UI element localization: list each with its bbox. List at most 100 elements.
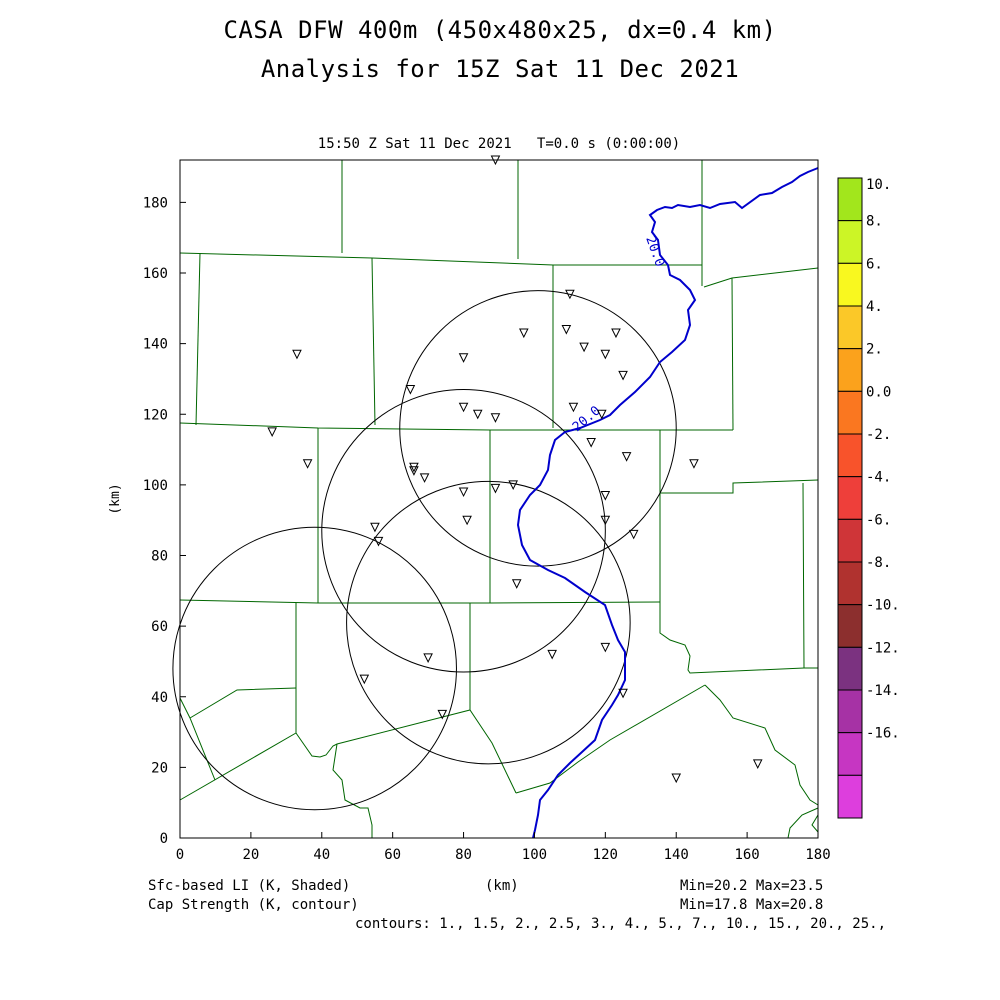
station-marker bbox=[419, 473, 430, 483]
station-marker bbox=[423, 653, 433, 664]
station-marker bbox=[600, 490, 611, 501]
county-line bbox=[179, 422, 733, 431]
colorbar-label: 4. bbox=[866, 299, 883, 315]
colorbar-swatch bbox=[837, 732, 863, 776]
colorbar-swatch bbox=[837, 518, 863, 563]
y-tick-label: 140 bbox=[143, 337, 168, 353]
x-tick-label: 40 bbox=[313, 847, 330, 863]
x-tick-label: 120 bbox=[593, 847, 618, 863]
colorbar-swatch bbox=[837, 646, 863, 691]
station-marker bbox=[370, 522, 380, 533]
station-marker bbox=[359, 674, 370, 685]
x-tick-label: 0 bbox=[176, 847, 184, 863]
station-marker bbox=[586, 438, 596, 448]
station-marker bbox=[600, 349, 611, 360]
station-marker bbox=[511, 579, 522, 589]
colorbar-label: 10. bbox=[866, 177, 891, 193]
station-marker bbox=[568, 402, 579, 413]
station-marker bbox=[596, 409, 607, 420]
county-line bbox=[515, 684, 706, 794]
county-line bbox=[189, 687, 297, 719]
shaded-min-max: Min=20.2 Max=23.5 bbox=[680, 878, 824, 894]
station-marker bbox=[752, 759, 763, 769]
station-marker bbox=[621, 452, 632, 462]
contour-label: 20.0 bbox=[642, 234, 667, 269]
county-boundaries bbox=[179, 160, 819, 839]
station-marker bbox=[618, 688, 628, 699]
figure-title-line2: Analysis for 15Z Sat 11 Dec 2021 bbox=[260, 55, 740, 83]
colorbar-label: 0.0 bbox=[866, 384, 891, 400]
colorbar: 10. 8. 6. 4. 2. 0.0 -2. -4. -6. -8. -10. -12. -14. -1… bbox=[837, 177, 900, 819]
colorbar-swatch bbox=[837, 220, 863, 264]
y-tick-label: 80 bbox=[151, 549, 168, 565]
county-line bbox=[731, 277, 734, 431]
county-line bbox=[660, 479, 819, 494]
colorbar-label: 6. bbox=[866, 256, 883, 272]
y-tick-label: 120 bbox=[143, 407, 168, 423]
station-marker bbox=[373, 536, 384, 547]
station-marker bbox=[458, 487, 469, 498]
colorbar-swatch bbox=[837, 390, 863, 435]
x-tick-label: 140 bbox=[664, 847, 689, 863]
station-marker bbox=[458, 353, 469, 363]
x-tick-label: 100 bbox=[522, 847, 547, 863]
y-tick-label: 180 bbox=[143, 195, 168, 211]
radar-range-ring bbox=[172, 526, 457, 811]
y-tick-label: 60 bbox=[151, 619, 168, 635]
station-marker bbox=[409, 466, 419, 476]
x-tick-label: 20 bbox=[242, 847, 259, 863]
colorbar-label: 2. bbox=[866, 342, 883, 358]
station-marker bbox=[600, 642, 611, 653]
x-tick-label: 180 bbox=[805, 847, 830, 863]
radar-range-ring bbox=[321, 389, 606, 673]
station-marker bbox=[405, 385, 416, 395]
station-marker bbox=[565, 289, 575, 300]
county-line bbox=[787, 807, 819, 839]
county-line bbox=[704, 684, 819, 806]
colorbar-label: -6. bbox=[866, 512, 891, 528]
y-axis-label: (km) bbox=[108, 483, 123, 514]
station-marker bbox=[437, 709, 448, 720]
x-tick-label: 60 bbox=[384, 847, 401, 863]
station-marker bbox=[472, 409, 483, 420]
x-tick-label: 80 bbox=[455, 847, 472, 863]
station-marker bbox=[618, 370, 628, 381]
station-marker bbox=[302, 459, 313, 469]
colorbar-label: -2. bbox=[866, 427, 891, 443]
colorbar-label: -4. bbox=[866, 470, 891, 486]
contour-field-label: Cap Strength (K, contour) bbox=[148, 897, 359, 913]
county-line bbox=[811, 814, 819, 833]
x-axis-label: (km) bbox=[485, 878, 519, 894]
station-marker bbox=[490, 413, 501, 423]
station-marker bbox=[508, 480, 518, 490]
colorbar-swatch bbox=[837, 348, 863, 392]
contour-levels: contours: 1., 1.5, 2., 2.5, 3., 4., 5., … bbox=[355, 916, 887, 932]
x-tick-label: 160 bbox=[734, 847, 759, 863]
colorbar-swatch bbox=[837, 262, 863, 307]
station-marker bbox=[561, 325, 572, 335]
station-marker bbox=[689, 459, 699, 469]
colorbar-swatch bbox=[837, 433, 863, 478]
county-line bbox=[703, 267, 819, 288]
colorbar-label: -12. bbox=[866, 640, 900, 656]
observation-stations bbox=[267, 155, 763, 784]
station-marker bbox=[462, 515, 472, 526]
station-marker bbox=[579, 342, 589, 353]
colorbar-swatch bbox=[837, 305, 863, 350]
contour-min-max: Min=17.8 Max=20.8 bbox=[680, 897, 824, 913]
y-tick-label: 0 bbox=[160, 831, 168, 847]
shaded-field-label: Sfc-based LI (K, Shaded) bbox=[148, 878, 351, 894]
colorbar-label: -10. bbox=[866, 598, 900, 614]
radar-range-rings bbox=[172, 290, 677, 811]
county-line bbox=[332, 743, 373, 838]
y-tick-label: 20 bbox=[151, 760, 168, 776]
station-marker bbox=[292, 349, 302, 360]
county-line bbox=[802, 482, 818, 669]
y-tick-label: 100 bbox=[143, 478, 168, 494]
station-marker bbox=[519, 328, 529, 339]
station-marker bbox=[490, 483, 501, 494]
cap-strength-contour-20 bbox=[516, 167, 819, 839]
county-line bbox=[659, 602, 805, 674]
plot-frame bbox=[179, 159, 819, 839]
